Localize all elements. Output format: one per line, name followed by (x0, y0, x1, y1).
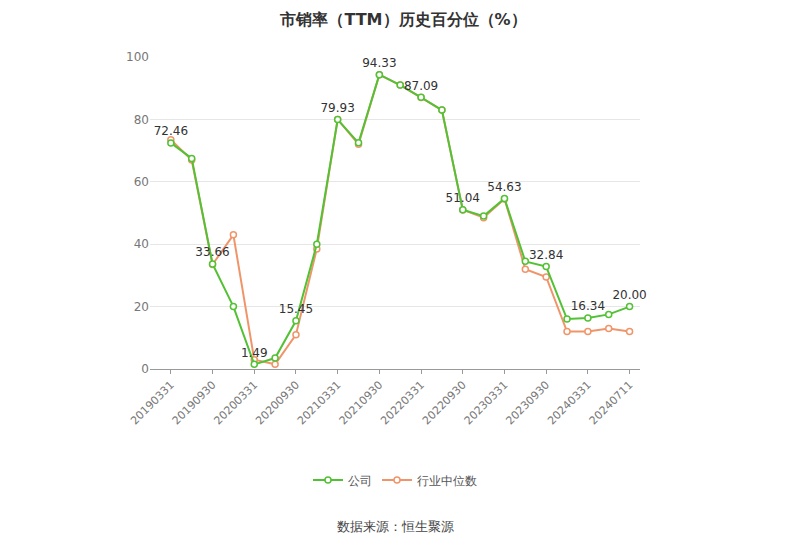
svg-text:20230331: 20230331 (462, 379, 511, 428)
svg-text:行业中位数: 行业中位数 (417, 474, 477, 488)
svg-text:20220930: 20220930 (420, 379, 469, 428)
svg-text:20210930: 20210930 (337, 379, 386, 428)
svg-text:40: 40 (134, 237, 149, 251)
svg-text:51.04: 51.04 (446, 191, 480, 205)
svg-text:33.66: 33.66 (195, 245, 229, 259)
svg-text:87.09: 87.09 (404, 79, 438, 93)
svg-text:100: 100 (126, 50, 149, 64)
svg-text:公司: 公司 (348, 474, 372, 488)
svg-text:20190331: 20190331 (128, 379, 177, 428)
svg-text:15.45: 15.45 (279, 302, 313, 316)
svg-text:20200331: 20200331 (211, 379, 260, 428)
svg-text:20230930: 20230930 (503, 379, 552, 428)
svg-text:60: 60 (134, 175, 149, 189)
svg-text:16.34: 16.34 (571, 299, 605, 313)
svg-text:20190930: 20190930 (170, 379, 219, 428)
svg-text:20210331: 20210331 (295, 379, 344, 428)
svg-text:数据来源：恒生聚源: 数据来源：恒生聚源 (337, 519, 454, 534)
svg-text:市销率（TTM）历史百分位（%）: 市销率（TTM）历史百分位（%） (279, 10, 526, 29)
svg-text:72.46: 72.46 (154, 124, 188, 138)
svg-text:32.84: 32.84 (529, 248, 563, 262)
svg-text:94.33: 94.33 (362, 56, 396, 70)
svg-text:54.63: 54.63 (487, 180, 521, 194)
svg-text:20240331: 20240331 (545, 379, 594, 428)
svg-text:20.00: 20.00 (612, 288, 646, 302)
svg-text:80: 80 (134, 113, 149, 127)
svg-text:20220331: 20220331 (378, 379, 427, 428)
svg-text:20: 20 (134, 300, 149, 314)
svg-text:20200930: 20200930 (253, 379, 302, 428)
svg-text:0: 0 (141, 362, 149, 376)
svg-text:1.49: 1.49 (241, 346, 268, 360)
svg-text:20240711: 20240711 (587, 379, 636, 428)
svg-text:79.93: 79.93 (320, 101, 354, 115)
